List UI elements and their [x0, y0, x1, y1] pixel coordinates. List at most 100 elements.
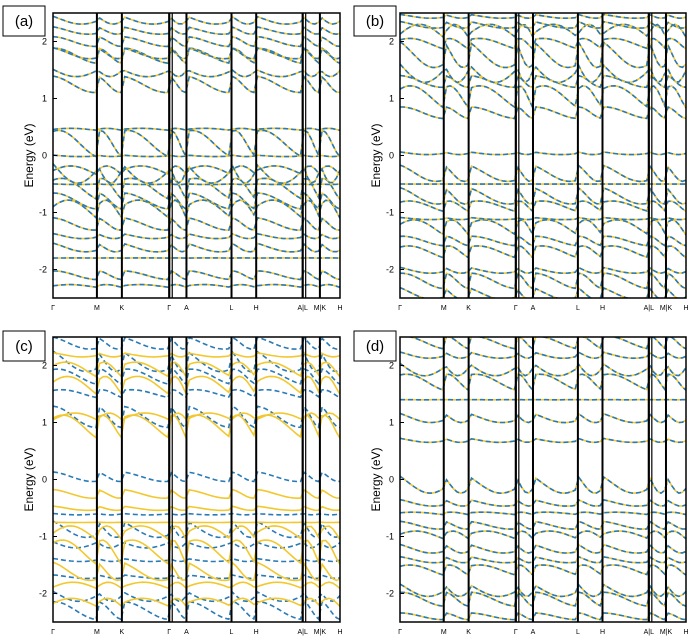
ytick-label: 0 — [389, 151, 394, 161]
xtick-label: M|K — [314, 305, 327, 312]
band-line-up — [53, 488, 340, 500]
band-line-down — [53, 367, 340, 386]
panel-label-box — [2, 5, 46, 37]
ytick-label: -2 — [39, 589, 47, 599]
xtick-label: Γ — [167, 629, 171, 636]
band-line-up — [53, 351, 340, 358]
band-line-down — [53, 269, 340, 281]
xtick-label: H — [600, 305, 605, 312]
band-panel-1: -2 -1 0 1 2 Γ M K Γ A L H A|L M|K H Energy (eV) (a) — [2, 5, 343, 312]
xtick-label: M|K — [314, 629, 327, 636]
band-line-down — [53, 128, 340, 159]
xtick-label: M — [94, 305, 100, 312]
xtick-label: Γ — [167, 305, 171, 312]
band-line-down — [400, 520, 686, 531]
xtick-label: H — [600, 629, 605, 636]
band-line-down — [400, 245, 686, 259]
xtick-label: K — [466, 629, 471, 636]
xtick-label: M|K — [660, 629, 673, 636]
panel-label: (a) — [15, 13, 33, 30]
bands-group — [400, 13, 686, 298]
xtick-label: M|K — [660, 305, 673, 312]
band-line-down — [53, 242, 340, 253]
band-line-down — [53, 232, 340, 240]
band-line-down — [400, 412, 686, 424]
band-line-down — [400, 200, 686, 213]
ytick-label: -2 — [386, 589, 394, 599]
band-line-down — [400, 437, 686, 444]
band-line-up — [53, 597, 340, 608]
band-line-down — [53, 163, 340, 185]
band-line-down — [53, 15, 340, 25]
xtick-label: A — [184, 305, 189, 312]
band-line-up — [53, 561, 340, 582]
ytick-label: -1 — [386, 208, 394, 218]
band-panel-4: -2 -1 0 1 2 Γ M K Γ A L H A|L M|K H Energy (eV) (d) — [353, 330, 689, 636]
xtick-label: L — [576, 629, 580, 636]
band-line-down — [400, 84, 686, 110]
ytick-label: 2 — [42, 361, 47, 371]
band-line-down — [400, 74, 686, 89]
band-line-down — [400, 564, 686, 576]
band-line-up — [53, 505, 340, 512]
ytick-label: 2 — [389, 361, 394, 371]
xtick-label: A — [531, 305, 536, 312]
xtick-label: M — [441, 629, 447, 636]
band-line-down — [53, 191, 340, 211]
panel-label-box — [353, 330, 397, 362]
band-line-down — [400, 530, 686, 540]
xtick-label: A|L — [297, 629, 307, 636]
band-line-down — [400, 591, 686, 608]
band-line-down — [53, 127, 340, 132]
xtick-label: Γ — [514, 305, 518, 312]
xtick-label: Γ — [51, 305, 55, 312]
band-line-down — [400, 271, 686, 290]
xtick-label: Γ — [398, 305, 402, 312]
band-line-down — [400, 235, 686, 247]
band-line-down — [400, 63, 686, 84]
band-line-down — [53, 216, 340, 232]
xtick-label: H — [683, 629, 688, 636]
xtick-label: Γ — [398, 629, 402, 636]
band-line-down — [400, 475, 686, 495]
band-line-up — [53, 165, 340, 176]
xtick-label: K — [120, 629, 125, 636]
band-line-down — [400, 373, 686, 392]
band-line-down — [400, 13, 686, 20]
ytick-label: -2 — [386, 265, 394, 275]
band-line-down — [53, 283, 340, 289]
xtick-label: K — [466, 305, 471, 312]
band-line-down — [400, 216, 686, 221]
xtick-label: L — [230, 305, 234, 312]
band-line-up — [53, 183, 340, 186]
bands-group — [53, 15, 340, 289]
ytick-label: 1 — [389, 418, 394, 428]
band-line-down — [400, 612, 686, 621]
band-line-down — [53, 68, 340, 78]
band-line-down — [53, 557, 340, 563]
band-line-down — [400, 583, 686, 598]
xtick-label: L — [230, 629, 234, 636]
xtick-label: K — [120, 305, 125, 312]
band-line-down — [400, 151, 686, 156]
xtick-label: A — [184, 629, 189, 636]
y-axis-label: Energy (eV) — [22, 447, 36, 511]
band-line-down — [53, 388, 340, 399]
band-line-down — [53, 337, 340, 350]
band-line-down — [400, 105, 686, 120]
y-axis-label: Energy (eV) — [22, 123, 36, 187]
band-line-up — [53, 375, 340, 396]
band-line-down — [400, 23, 686, 39]
panel-label-box — [2, 330, 46, 362]
band-line-down — [400, 218, 686, 236]
band-line-down — [53, 574, 340, 580]
band-line-down — [400, 266, 686, 275]
xtick-label: M — [441, 305, 447, 312]
xtick-label: A|L — [297, 305, 307, 312]
band-line-down — [400, 186, 686, 205]
band-panel-2: -2 -1 0 1 2 Γ M K Γ A L H A|L M|K H Energy (eV) (b) — [353, 5, 689, 312]
y-axis-label: Energy (eV) — [369, 123, 383, 187]
band-line-down — [53, 35, 340, 48]
band-line-down — [53, 541, 340, 549]
